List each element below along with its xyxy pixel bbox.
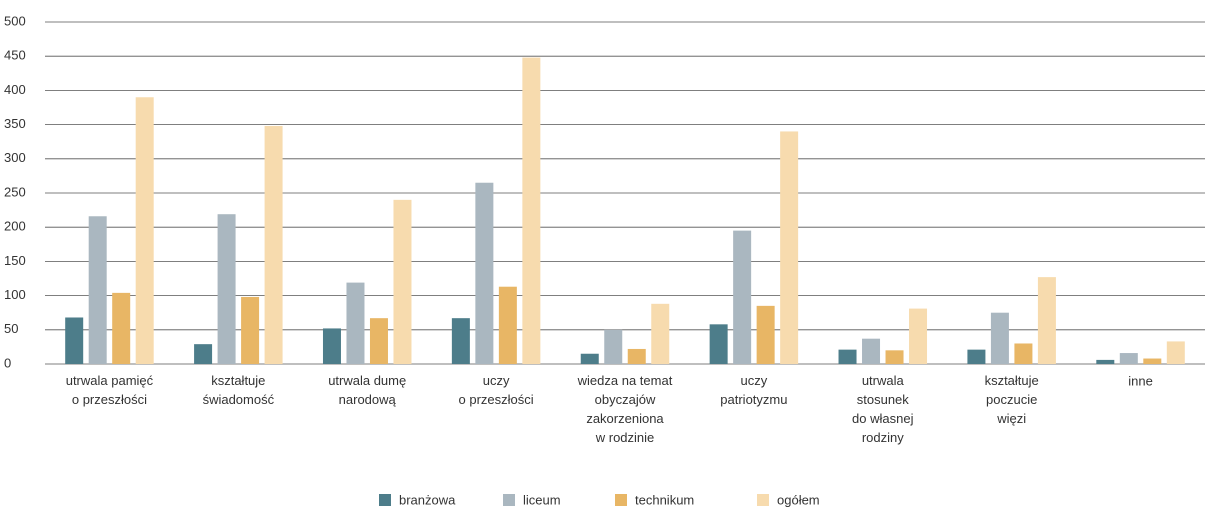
bar: [112, 292, 131, 364]
legend-swatch: [757, 494, 769, 506]
bar: [1166, 341, 1185, 364]
y-tick-label: 400: [4, 82, 26, 97]
bar: [451, 318, 470, 364]
y-tick-label: 0: [4, 355, 11, 370]
x-tick-label: utrwala dumę narodową: [328, 373, 406, 407]
bar: [217, 214, 236, 364]
bar: [194, 344, 213, 364]
x-tick-label: uczy patriotyzmu: [720, 373, 787, 407]
bar: [264, 125, 283, 364]
bar: [909, 308, 928, 364]
bar: [990, 312, 1009, 364]
x-tick-label: utrwala pamięć o przeszłości: [66, 373, 154, 407]
y-tick-label: 450: [4, 48, 26, 63]
y-tick-label: 50: [4, 321, 18, 336]
bar: [1119, 353, 1138, 364]
y-tick-label: 100: [4, 287, 26, 302]
x-tick-label: uczy o przeszłości: [459, 373, 534, 407]
bar: [967, 349, 986, 364]
y-tick-label: 200: [4, 219, 26, 234]
bar: [627, 348, 646, 364]
legend-swatch: [615, 494, 627, 506]
bar: [604, 329, 623, 364]
legend-swatch: [503, 494, 515, 506]
bar: [498, 286, 517, 364]
bar: [885, 350, 904, 364]
y-tick-label: 500: [4, 13, 26, 28]
bar: [580, 353, 599, 364]
y-tick-label: 150: [4, 253, 26, 268]
y-tick-label: 250: [4, 184, 26, 199]
x-tick-label: utrwala stosunek do własnej rodziny: [852, 373, 914, 445]
bar: [393, 199, 412, 364]
legend-label: technikum: [635, 492, 694, 507]
bar: [838, 349, 857, 364]
bar: [651, 303, 670, 364]
legend-swatch: [379, 494, 391, 506]
bar: [88, 216, 107, 364]
bar: [475, 182, 494, 364]
bar: [1014, 343, 1033, 364]
bar: [756, 305, 775, 364]
y-tick-label: 300: [4, 150, 26, 165]
bar: [862, 338, 881, 364]
bar: [346, 282, 365, 364]
bar: [241, 296, 260, 364]
bar: [1096, 359, 1115, 364]
x-tick-label: wiedza na temat obyczajów zakorzeniona w ro…: [577, 373, 673, 445]
legend-label: liceum: [523, 492, 561, 507]
bar: [322, 328, 341, 364]
bar: [733, 230, 752, 364]
bar: [65, 317, 84, 364]
bar: [1037, 277, 1056, 364]
bar: [369, 318, 388, 364]
x-tick-label: kształtuje świadomość: [203, 373, 275, 407]
bar: [709, 324, 728, 364]
bar: [522, 57, 541, 365]
legend-label: ogółem: [777, 492, 820, 507]
y-tick-label: 350: [4, 116, 26, 131]
bar: [780, 131, 799, 364]
legend-label: branżowa: [399, 492, 456, 507]
x-tick-label: kształtuje poczucie więzi: [985, 373, 1039, 426]
bar: [135, 97, 154, 365]
bar: [1143, 358, 1162, 364]
x-tick-label: inne: [1128, 373, 1153, 388]
